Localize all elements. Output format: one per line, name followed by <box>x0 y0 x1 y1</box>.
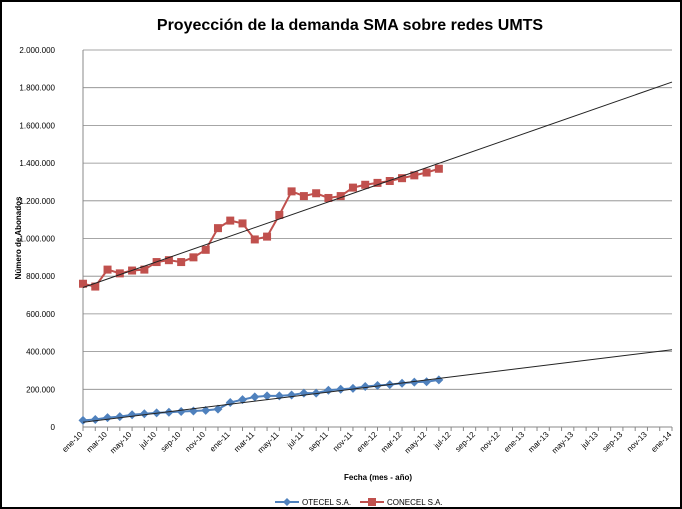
legend-marker <box>283 498 291 506</box>
y-tick-label: 1.800.000 <box>19 84 55 93</box>
marker <box>79 279 87 288</box>
marker <box>434 375 444 385</box>
marker <box>177 258 186 267</box>
marker <box>250 392 260 402</box>
marker <box>336 384 346 394</box>
marker <box>201 245 210 254</box>
marker <box>434 164 443 173</box>
y-tick-label: 800.000 <box>26 272 55 281</box>
marker <box>115 269 124 278</box>
legend-marker <box>368 498 376 506</box>
marker <box>324 193 333 202</box>
marker <box>115 412 125 422</box>
y-tick-label: 1.600.000 <box>19 121 55 130</box>
marker <box>398 174 407 183</box>
y-axis-title: Número de Abonados <box>14 196 23 279</box>
marker <box>91 282 100 291</box>
marker <box>263 232 272 241</box>
y-tick-label: 1.200.000 <box>19 197 55 206</box>
marker <box>348 383 358 393</box>
marker <box>201 405 211 415</box>
marker <box>213 404 223 414</box>
marker <box>299 192 308 201</box>
marker <box>103 265 112 274</box>
y-tick-label: 0 <box>51 423 56 432</box>
marker <box>287 187 296 196</box>
marker <box>312 189 321 198</box>
y-tick-label: 1.000.000 <box>19 235 55 244</box>
y-tick-label: 600.000 <box>26 310 55 319</box>
marker <box>189 253 198 262</box>
marker <box>360 381 370 391</box>
marker <box>164 256 173 265</box>
marker <box>213 224 222 233</box>
marker <box>361 180 370 189</box>
marker <box>176 407 186 417</box>
y-tick-label: 400.000 <box>26 348 55 357</box>
marker <box>140 265 149 274</box>
marker <box>250 235 259 244</box>
trend-line <box>82 349 673 423</box>
y-tick-label: 2.000.000 <box>19 46 55 55</box>
marker <box>127 410 137 420</box>
marker <box>336 192 345 201</box>
marker <box>226 216 235 225</box>
marker <box>373 178 382 187</box>
trend-line <box>82 81 673 288</box>
chart-title: Proyección de la demanda SMA sobre redes… <box>157 17 544 34</box>
marker <box>139 409 149 419</box>
marker <box>262 391 272 401</box>
y-tick-label: 200.000 <box>26 385 55 394</box>
y-tick-label: 1.400.000 <box>19 159 55 168</box>
marker <box>348 183 357 192</box>
legend-label: OTECEL S.A. <box>302 498 351 507</box>
x-axis-title: Fecha (mes - año) <box>344 473 412 482</box>
marker <box>78 415 88 425</box>
marker <box>164 407 174 417</box>
legend-label: CONECEL S.A. <box>387 498 443 507</box>
marker <box>410 171 419 180</box>
marker <box>238 219 247 228</box>
marker <box>422 168 431 177</box>
marker <box>409 377 419 387</box>
marker <box>275 210 284 219</box>
marker <box>90 414 100 424</box>
